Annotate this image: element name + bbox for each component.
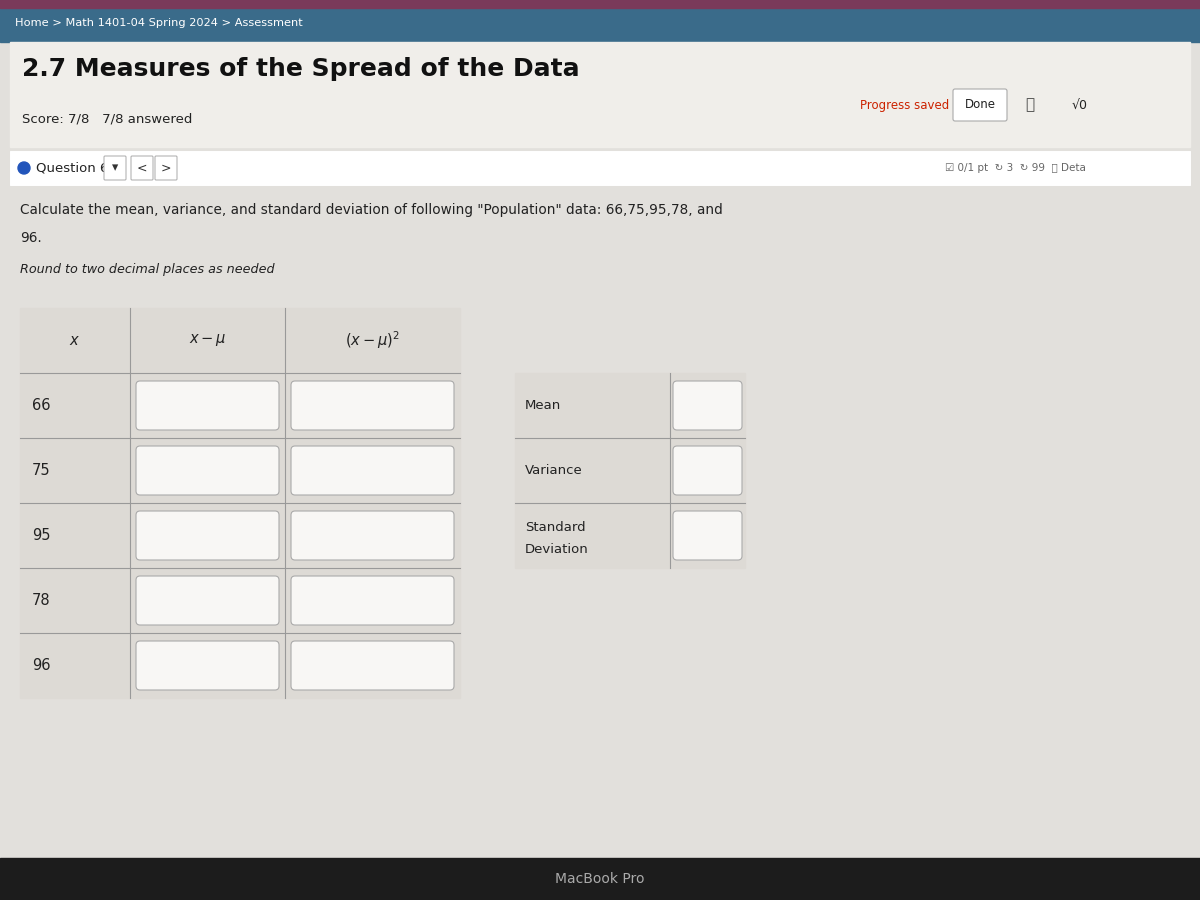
- FancyBboxPatch shape: [292, 576, 454, 625]
- FancyBboxPatch shape: [136, 511, 278, 560]
- Text: Score: 7/8   7/8 answered: Score: 7/8 7/8 answered: [22, 112, 192, 125]
- FancyBboxPatch shape: [136, 641, 278, 690]
- FancyBboxPatch shape: [104, 156, 126, 180]
- FancyBboxPatch shape: [155, 156, 178, 180]
- Text: Mean: Mean: [526, 399, 562, 412]
- Bar: [20, 308, 460, 698]
- FancyBboxPatch shape: [136, 381, 278, 430]
- Text: 78: 78: [32, 593, 50, 608]
- Text: <: <: [137, 161, 148, 175]
- Text: √0: √0: [1072, 98, 1088, 112]
- Text: 96: 96: [32, 658, 50, 673]
- Text: 75: 75: [32, 463, 50, 478]
- Text: Calculate the mean, variance, and standard deviation of following "Population" d: Calculate the mean, variance, and standa…: [20, 203, 722, 217]
- Bar: [10, 151, 1190, 185]
- FancyBboxPatch shape: [673, 446, 742, 495]
- Text: Standard: Standard: [526, 521, 586, 534]
- FancyBboxPatch shape: [292, 381, 454, 430]
- Bar: [10, 42, 1190, 147]
- Text: $x - \mu$: $x - \mu$: [188, 332, 227, 348]
- Bar: [0, 0, 1200, 8]
- Bar: [0, 858, 1200, 900]
- Text: Deviation: Deviation: [526, 543, 589, 556]
- Text: 2.7 Measures of the Spread of the Data: 2.7 Measures of the Spread of the Data: [22, 57, 580, 81]
- FancyBboxPatch shape: [136, 576, 278, 625]
- FancyBboxPatch shape: [131, 156, 154, 180]
- Bar: [10, 185, 1190, 858]
- Text: Question 6: Question 6: [36, 161, 108, 175]
- Text: MacBook Pro: MacBook Pro: [556, 872, 644, 886]
- Text: Home > Math 1401-04 Spring 2024 > Assessment: Home > Math 1401-04 Spring 2024 > Assess…: [14, 18, 302, 28]
- Bar: [515, 373, 745, 568]
- Text: $x$: $x$: [70, 333, 80, 348]
- Text: Round to two decimal places as needed: Round to two decimal places as needed: [20, 263, 275, 276]
- Circle shape: [18, 162, 30, 174]
- Text: Variance: Variance: [526, 464, 583, 477]
- Text: 95: 95: [32, 528, 50, 543]
- Text: Done: Done: [965, 98, 996, 112]
- Text: 96.: 96.: [20, 231, 42, 245]
- Text: ▾: ▾: [112, 161, 118, 175]
- Text: ☑ 0/1 pt  ↻ 3  ↻ 99  ⓘ Deta: ☑ 0/1 pt ↻ 3 ↻ 99 ⓘ Deta: [946, 163, 1086, 173]
- Bar: [0, 0, 1200, 42]
- Text: ⎙: ⎙: [1025, 97, 1034, 112]
- FancyBboxPatch shape: [292, 641, 454, 690]
- FancyBboxPatch shape: [673, 381, 742, 430]
- FancyBboxPatch shape: [292, 446, 454, 495]
- Text: >: >: [161, 161, 172, 175]
- FancyBboxPatch shape: [136, 446, 278, 495]
- Text: 66: 66: [32, 398, 50, 413]
- FancyBboxPatch shape: [292, 511, 454, 560]
- Text: $(x - \mu)^2$: $(x - \mu)^2$: [346, 329, 400, 351]
- Text: Progress saved: Progress saved: [860, 98, 949, 112]
- FancyBboxPatch shape: [953, 89, 1007, 121]
- FancyBboxPatch shape: [673, 511, 742, 560]
